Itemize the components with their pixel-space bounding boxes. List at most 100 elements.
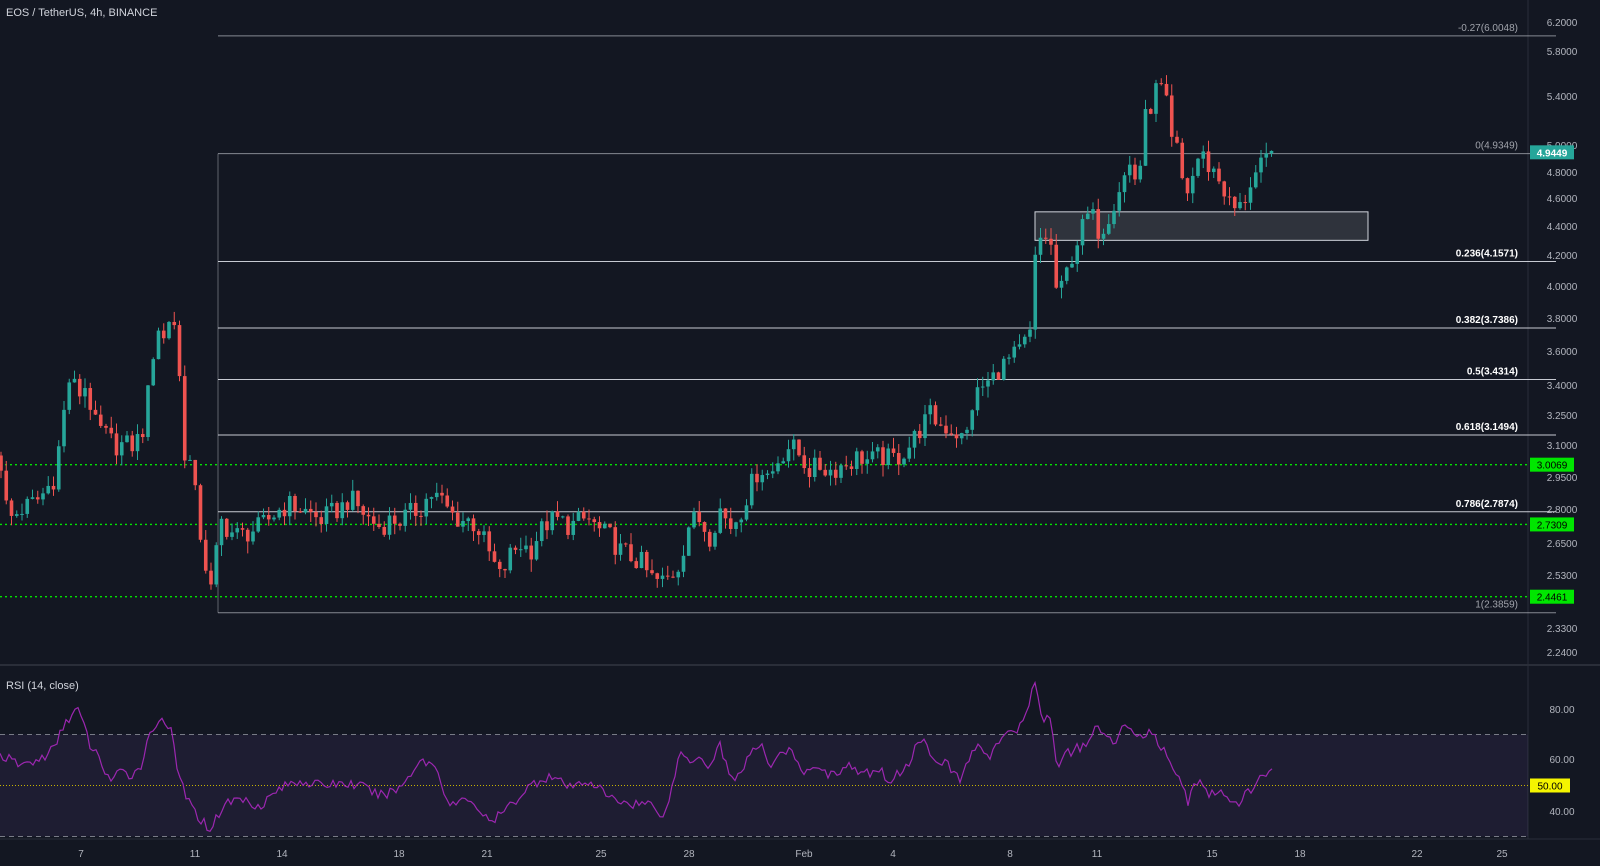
- candle-body: [508, 547, 513, 571]
- candle-body: [1253, 172, 1258, 188]
- candle-body: [182, 376, 187, 461]
- support-price-label: 3.0069: [1537, 461, 1568, 472]
- candle-body: [786, 449, 791, 462]
- support-price-label: 2.4461: [1537, 593, 1568, 604]
- price-axis-tick: 5.4000: [1547, 92, 1578, 103]
- candle-body: [707, 531, 712, 547]
- candle-body: [881, 447, 885, 466]
- candle-body: [356, 490, 360, 507]
- candle-body: [697, 511, 702, 523]
- candle-body: [797, 439, 801, 456]
- candle-body: [1122, 175, 1127, 193]
- candle-body: [875, 447, 880, 452]
- candle-body: [235, 528, 240, 533]
- candle-body: [1127, 164, 1132, 176]
- candle-body: [933, 405, 938, 425]
- rsi-indicator-title[interactable]: RSI (14, close): [6, 680, 79, 692]
- candle-body: [629, 544, 633, 562]
- candle-body: [193, 459, 198, 486]
- candle-body: [896, 452, 901, 465]
- price-axis-tick: 3.2500: [1547, 411, 1578, 422]
- candle-body: [445, 495, 450, 507]
- candle-body: [1164, 83, 1169, 96]
- candle-body: [634, 561, 639, 569]
- candle-body: [41, 493, 45, 500]
- candle-body: [970, 410, 975, 430]
- candle-body: [366, 514, 371, 517]
- candle-body: [1248, 187, 1253, 203]
- candle-body: [167, 321, 171, 339]
- candle-body: [959, 433, 964, 439]
- candle-body: [156, 330, 161, 360]
- candle-body: [335, 502, 339, 519]
- candle-body: [844, 465, 849, 467]
- candle-body: [571, 520, 576, 535]
- candle-body: [429, 497, 434, 499]
- candle-body: [539, 521, 544, 542]
- candle-body: [581, 511, 586, 519]
- candle-body: [324, 506, 329, 524]
- price-axis-tick: 5.8000: [1547, 47, 1578, 58]
- last-price-badge: [1530, 145, 1574, 160]
- candle-body: [991, 372, 996, 381]
- candle-body: [314, 511, 318, 518]
- candle-body: [25, 498, 30, 514]
- candlestick-series: [0, 75, 1274, 590]
- candle-body: [949, 433, 954, 435]
- candle-body: [818, 457, 822, 470]
- candle-body: [387, 515, 392, 535]
- candle-body: [592, 519, 597, 523]
- support-price-badge: [1530, 517, 1574, 532]
- candle-body: [1138, 165, 1143, 180]
- candle-body: [1148, 109, 1153, 114]
- candle-body: [424, 498, 429, 517]
- candle-body: [1064, 267, 1069, 281]
- last-price-label: 4.9449: [1537, 148, 1568, 159]
- price-axis-tick: 3.8000: [1547, 314, 1578, 325]
- candle-body: [1206, 151, 1211, 173]
- candle-body: [51, 485, 56, 490]
- candle-body: [88, 388, 93, 410]
- candle-body: [67, 382, 72, 410]
- candle-body: [104, 425, 108, 428]
- candle-body: [161, 330, 166, 339]
- candle-body: [382, 526, 387, 535]
- rsi-axis-tick: 40.00: [1549, 807, 1574, 818]
- fib-level-label: 0(4.9349): [1475, 141, 1518, 152]
- time-axis-tick: Feb: [795, 849, 813, 860]
- candle-body: [870, 451, 875, 460]
- support-price-badge: [1530, 457, 1574, 472]
- candle-body: [203, 539, 208, 571]
- candle-body: [954, 434, 959, 439]
- candle-body: [912, 430, 917, 448]
- candle-body: [739, 519, 744, 523]
- time-axis-tick: 11: [1092, 849, 1103, 860]
- price-axis-tick: 6.2000: [1547, 18, 1578, 29]
- price-axis-tick: 2.3300: [1547, 624, 1578, 635]
- candle-body: [277, 509, 282, 518]
- candle-body: [1259, 157, 1263, 173]
- candle-body: [608, 523, 612, 528]
- candle-body: [209, 570, 213, 585]
- candle-body: [518, 549, 523, 551]
- candle-body: [0, 455, 3, 471]
- candle-body: [146, 385, 150, 438]
- candle-body: [860, 451, 864, 464]
- candle-body: [251, 531, 255, 542]
- fib-level-label: 0.5(3.4314): [1467, 367, 1518, 378]
- resistance-zone: [1034, 211, 1369, 241]
- candle-body: [1159, 83, 1164, 85]
- candle-body: [361, 506, 366, 515]
- fib-level-label: 1(2.3859): [1475, 600, 1518, 611]
- candle-body: [329, 502, 334, 507]
- candle-body: [413, 502, 418, 516]
- candle-body: [350, 490, 355, 510]
- candle-body: [62, 409, 66, 447]
- candle-body: [965, 429, 969, 434]
- candle-body: [986, 380, 990, 387]
- candle-body: [4, 470, 9, 501]
- candle-body: [371, 516, 376, 524]
- candle-body: [886, 448, 891, 466]
- candle-body: [980, 386, 985, 388]
